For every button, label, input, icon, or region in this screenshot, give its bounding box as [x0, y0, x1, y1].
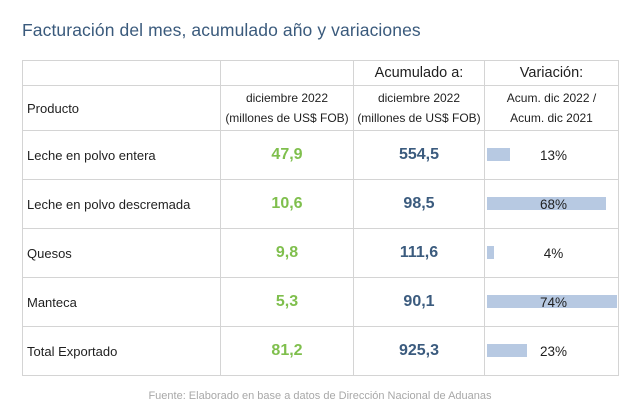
var-bar	[487, 197, 606, 210]
accum-value: 554,5	[353, 130, 485, 180]
var-title: Variación:	[484, 60, 619, 86]
product-cell: Leche en polvo descremada	[22, 179, 221, 229]
var-value: 68%	[539, 196, 568, 212]
month-header-line2: (millones de US$ FOB)	[225, 111, 349, 125]
accum-value: 925,3	[353, 326, 485, 376]
table-row: Leche en polvo entera 47,9 554,5 13%	[22, 130, 619, 180]
var-bar	[487, 295, 617, 308]
product-cell: Leche en polvo entera	[22, 130, 221, 180]
var-header-line2: Acum. dic 2021	[510, 111, 593, 125]
month-value: 5,3	[220, 277, 354, 327]
accum-title: Acumulado a:	[353, 60, 485, 86]
accum-value: 90,1	[353, 277, 485, 327]
page-title: Facturación del mes, acumulado año y var…	[22, 20, 421, 40]
var-cell: 74%	[484, 277, 619, 327]
accum-value: 111,6	[353, 228, 485, 278]
source-note: Fuente: Elaborado en base a datos de Dir…	[148, 390, 492, 402]
var-value: 4%	[543, 245, 564, 261]
month-header: diciembre 2022 (millones de US$ FOB)	[220, 85, 354, 131]
product-cell: Total Exportado	[22, 326, 221, 376]
var-cell: 4%	[484, 228, 619, 278]
month-value: 47,9	[220, 130, 354, 180]
header-row-top: Acumulado a: Variación:	[22, 60, 619, 86]
billing-table: Acumulado a: Variación: Producto diciemb…	[22, 60, 619, 376]
table-row: Leche en polvo descremada 10,6 98,5 68%	[22, 179, 619, 229]
month-value: 10,6	[220, 179, 354, 229]
var-value: 74%	[539, 294, 568, 310]
table-row: Manteca 5,3 90,1 74%	[22, 277, 619, 327]
accum-header-line2: (millones de US$ FOB)	[357, 111, 481, 125]
header-empty-cell	[220, 60, 354, 86]
accum-header: diciembre 2022 (millones de US$ FOB)	[353, 85, 485, 131]
accum-header-line1: diciembre 2022	[377, 91, 461, 105]
table-row: Quesos 9,8 111,6 4%	[22, 228, 619, 278]
var-cell: 68%	[484, 179, 619, 229]
var-bar	[487, 246, 494, 259]
month-header-line1: diciembre 2022	[245, 91, 329, 105]
product-cell: Manteca	[22, 277, 221, 327]
month-value: 9,8	[220, 228, 354, 278]
var-value: 13%	[539, 147, 568, 163]
var-header: Acum. dic 2022 / Acum. dic 2021	[484, 85, 619, 131]
table-row-total: Total Exportado 81,2 925,3 23%	[22, 326, 619, 376]
product-cell: Quesos	[22, 228, 221, 278]
header-empty-cell	[22, 60, 221, 86]
var-bar	[487, 344, 527, 357]
accum-value: 98,5	[353, 179, 485, 229]
month-value: 81,2	[220, 326, 354, 376]
var-bar	[487, 148, 510, 161]
header-row-bottom: Producto diciembre 2022 (millones de US$…	[22, 85, 619, 131]
var-value: 23%	[539, 343, 568, 359]
var-cell: 23%	[484, 326, 619, 376]
var-header-line1: Acum. dic 2022 /	[506, 91, 597, 105]
product-header: Producto	[22, 85, 221, 131]
var-cell: 13%	[484, 130, 619, 180]
